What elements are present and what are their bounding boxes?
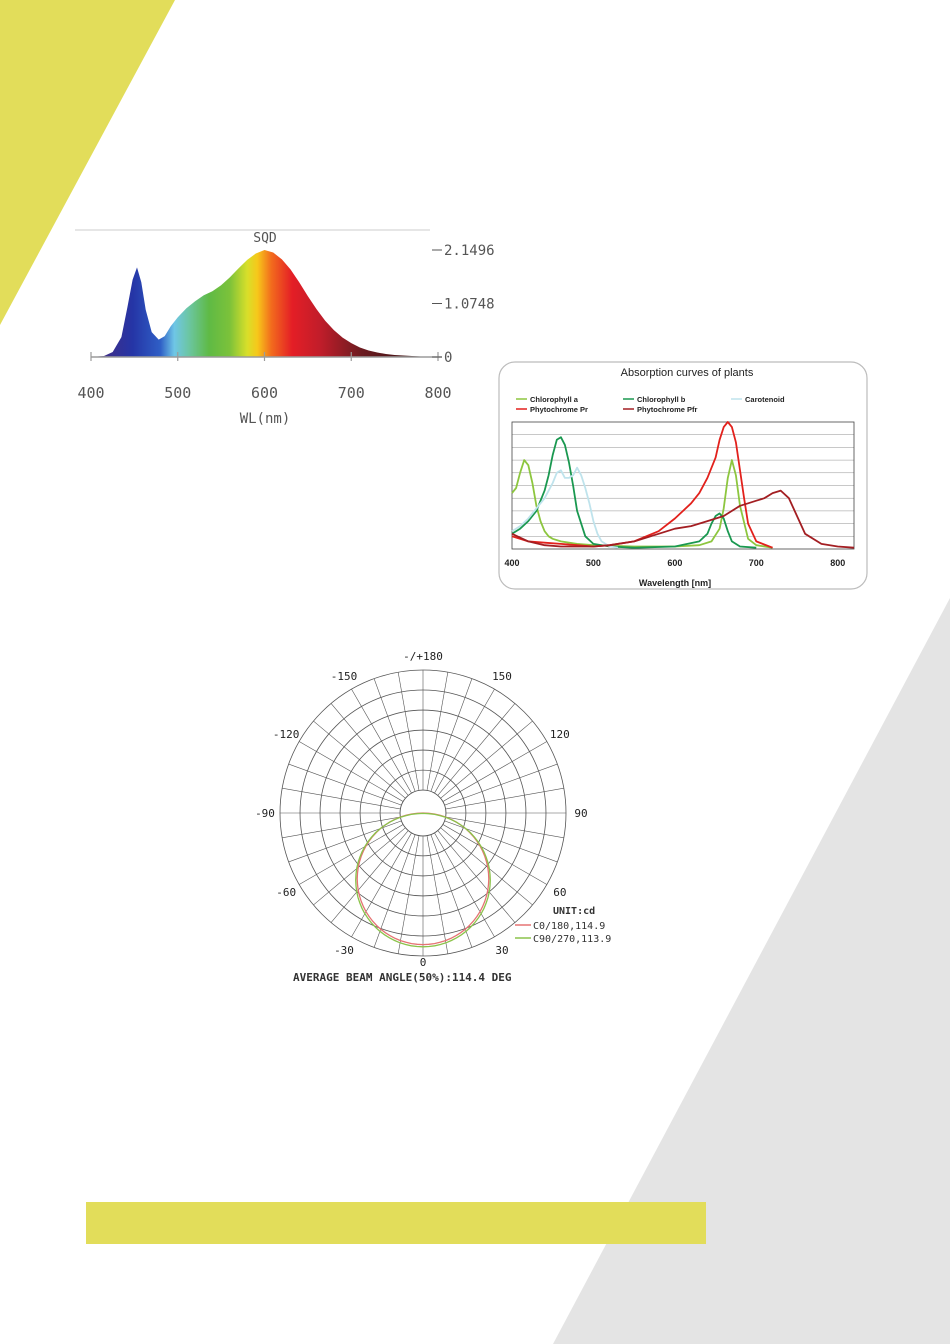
spd-x-tick-label: 400 [77, 384, 104, 402]
abs-x-tick-label: 400 [504, 558, 519, 568]
yellow-footer-band [86, 1202, 706, 1244]
gray-corner-triangle [553, 598, 950, 1344]
polar-legend-label: C90/270,113.9 [533, 934, 611, 945]
abs-x-axis: 400 500 600 700 800 [504, 558, 845, 568]
polar-angle-label: 60 [553, 886, 566, 899]
polar-angle-label: 150 [492, 670, 512, 683]
polar-legend-label: C0/180,114.9 [533, 921, 605, 932]
spd-y-tick-label: 2.1496 [444, 243, 495, 259]
polar-angle-label: -30 [334, 944, 354, 957]
abs-legend-label: Phytochrome Pfr [637, 405, 698, 414]
polar-caption: AVERAGE BEAM ANGLE(50%):114.4 DEG [293, 971, 512, 984]
spd-x-tick-label: 600 [251, 384, 278, 402]
abs-frame [498, 361, 868, 590]
yellow-corner-triangle [0, 0, 175, 325]
abs-x-tick-label: 700 [749, 558, 764, 568]
polar-angle-label: 0 [420, 956, 427, 969]
abs-legend-label: Chlorophyll a [530, 395, 579, 404]
spd-y-tick-label: 1.0748 [444, 297, 495, 313]
absorption-chart: Absorption curves of plants Chlorophyll … [498, 361, 868, 590]
spd-area [91, 250, 438, 357]
polar-curves [355, 812, 491, 948]
spd-x-tick-label: 700 [338, 384, 365, 402]
abs-x-label: Wavelength [nm] [639, 578, 711, 588]
polar-angle-label: -150 [331, 670, 358, 683]
polar-top-label: -/+180 [403, 650, 443, 663]
spd-x-tick-label: 800 [424, 384, 451, 402]
polar-unit-label: UNIT:cd [553, 906, 595, 917]
abs-x-tick-label: 600 [667, 558, 682, 568]
spd-x-tick-label: 500 [164, 384, 191, 402]
spd-x-label: WL(nm) [240, 411, 291, 427]
abs-legend-label: Chlorophyll b [637, 395, 686, 404]
abs-series-line [511, 459, 773, 549]
abs-legend-label: Carotenoid [745, 395, 785, 404]
abs-title: Absorption curves of plants [621, 367, 754, 379]
spd-y-axis: 0 1.0748 2.1496 [432, 243, 495, 366]
polar-curve [355, 812, 491, 948]
spd-x-axis: 400 500 600 700 800 [77, 352, 452, 402]
abs-x-tick-label: 500 [586, 558, 601, 568]
polar-angle-labels: -150 -120 -90 -60 -30 0 30 60 90 120 150 [255, 670, 588, 969]
polar-chart: -150 -120 -90 -60 -30 0 30 60 90 120 150 -/+180 UN… [255, 650, 611, 984]
spd-title: SQD [253, 231, 277, 246]
polar-angle-label: -60 [276, 886, 296, 899]
abs-series-line [511, 489, 855, 549]
polar-angle-label: 90 [574, 807, 587, 820]
abs-series [511, 421, 855, 549]
spd-y-tick-label: 0 [444, 350, 452, 366]
spectrum-chart: SQD 400 500 600 700 800 0 1.0748 2.1496 WL(nm) [75, 229, 495, 427]
polar-legend: C0/180,114.9 C90/270,113.9 [515, 921, 611, 945]
abs-series-line [511, 421, 773, 549]
abs-series-line [511, 466, 619, 549]
abs-x-tick-label: 800 [830, 558, 845, 568]
polar-angle-label: 30 [495, 944, 508, 957]
polar-angle-label: -120 [273, 728, 300, 741]
abs-legend: Chlorophyll a Chlorophyll b Carotenoid Phyt… [516, 395, 785, 414]
polar-angle-label: -90 [255, 807, 275, 820]
abs-plot-border [511, 421, 855, 550]
polar-angle-label: 120 [550, 728, 570, 741]
abs-legend-label: Phytochrome Pr [530, 405, 588, 414]
